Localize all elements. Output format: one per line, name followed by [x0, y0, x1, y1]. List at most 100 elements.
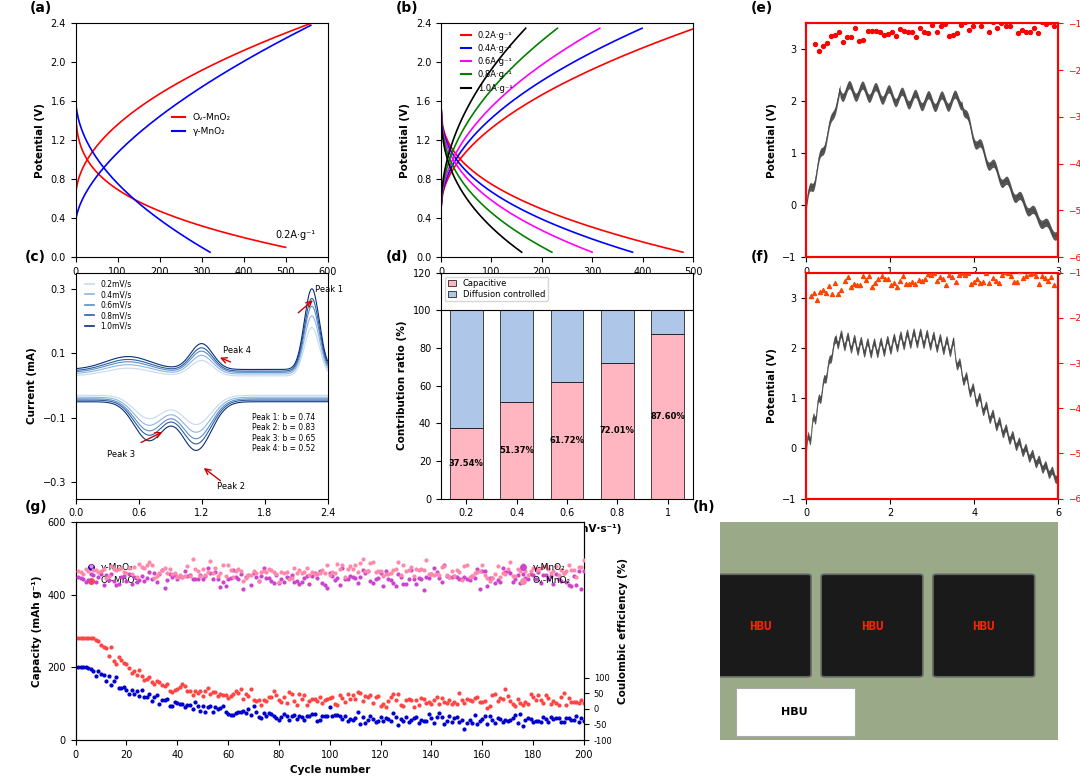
Oᵥ-MnO₂ [553, 563, 570, 576]
γ-MnO₂ [159, 693, 176, 706]
γ-MnO₂ [476, 565, 494, 577]
Oᵥ-MnO₂ [324, 566, 341, 578]
Bar [551, 382, 583, 499]
Oᵥ-MnO₂ [364, 555, 381, 568]
Bar [600, 363, 634, 499]
γ-MnO₂ [238, 707, 255, 720]
Oᵥ-MnO₂ [364, 697, 381, 710]
Oᵥ-MnO₂ [403, 694, 420, 707]
γ-MnO₂ [328, 572, 346, 584]
Point [1022, 26, 1039, 38]
γ-MnO₂ [197, 569, 214, 582]
Oᵥ-MnO₂ [527, 694, 544, 707]
Oᵥ-MnO₂ [362, 689, 379, 701]
Oᵥ-MnO₂ [377, 701, 394, 714]
Oᵥ-MnO₂ [491, 692, 509, 704]
γ-MnO₂ [199, 700, 216, 713]
Point [937, 278, 955, 291]
Oᵥ-MnO₂ [100, 570, 118, 583]
Oᵥ-MnO₂ [103, 560, 120, 573]
Point [888, 280, 905, 293]
Oᵥ-MnO₂ [131, 664, 148, 677]
γ-MnO₂ [484, 572, 501, 584]
γ-MnO₂ [301, 578, 319, 590]
γ-MnO₂ [97, 675, 114, 688]
γ-MnO₂ [168, 573, 186, 586]
Point [997, 19, 1014, 32]
γ-MnO₂ [120, 688, 137, 700]
Oᵥ-MnO₂ [484, 572, 501, 584]
Oᵥ-MnO₂ [202, 688, 219, 700]
Oᵥ-MnO₂ [532, 562, 550, 574]
γ-MnO₂ [116, 569, 133, 582]
Point [934, 273, 951, 286]
γ-MnO₂ [497, 566, 514, 579]
Oᵥ-MnO₂ [181, 684, 199, 696]
Point [981, 277, 998, 289]
Oᵥ-MnO₂ [270, 694, 287, 707]
Oᵥ-MnO₂ [469, 566, 486, 579]
γ-MnO₂ [525, 569, 542, 582]
γ-MnO₂ [163, 571, 180, 583]
Oᵥ-MnO₂ [494, 567, 511, 580]
Point [897, 277, 915, 290]
γ-MnO₂ [362, 575, 379, 587]
γ-MnO₂ [431, 572, 448, 584]
γ-MnO₂ [557, 711, 575, 724]
γ-MnO₂ [450, 573, 468, 586]
Oᵥ-MnO₂ [140, 671, 158, 683]
γ-MnO₂ [392, 713, 409, 725]
γ-MnO₂ [77, 661, 94, 674]
Point [848, 278, 865, 291]
Oᵥ-MnO₂ [127, 571, 145, 583]
Oᵥ-MnO₂ [540, 692, 557, 704]
γ-MnO₂ [151, 698, 168, 710]
Oᵥ-MnO₂ [529, 564, 546, 576]
Oᵥ-MnO₂ [184, 553, 201, 566]
Point [859, 25, 876, 37]
Oᵥ-MnO₂ [332, 689, 349, 701]
Oᵥ-MnO₂ [456, 696, 473, 709]
γ-MnO₂ [377, 712, 394, 724]
γ-MnO₂ [249, 574, 267, 587]
Oᵥ-MnO₂ [191, 570, 208, 583]
Oᵥ-MnO₂ [336, 696, 353, 709]
Oᵥ-MnO₂ [544, 565, 562, 577]
γ-MnO₂ [415, 583, 432, 596]
Oᵥ-MnO₂ [354, 552, 372, 565]
γ-MnO₂ [80, 662, 97, 675]
Oᵥ-MnO₂ [532, 693, 550, 706]
Oᵥ-MnO₂ [249, 693, 267, 706]
γ-MnO₂ [441, 570, 458, 583]
γ-MnO₂ [568, 710, 585, 722]
Oᵥ-MnO₂ [202, 555, 219, 567]
γ-MnO₂ [326, 573, 343, 586]
γ-MnO₂ [156, 582, 173, 594]
γ-MnO₂ [458, 573, 475, 585]
γ-MnO₂ [321, 700, 338, 713]
Oᵥ-MnO₂ [144, 559, 161, 571]
Oᵥ-MnO₂ [298, 699, 315, 711]
Point [904, 275, 921, 287]
γ-MnO₂ [484, 714, 501, 726]
Oᵥ-MnO₂ [118, 658, 135, 671]
γ-MnO₂ [553, 574, 570, 587]
Oᵥ-MnO₂ [125, 561, 143, 573]
Oᵥ-MnO₂ [123, 667, 140, 679]
γ-MnO₂ [298, 710, 315, 722]
Oᵥ-MnO₂ [431, 697, 448, 710]
Oᵥ-MnO₂ [341, 693, 359, 706]
γ-MnO₂ [576, 714, 593, 727]
γ-MnO₂ [529, 715, 546, 728]
Point [1013, 23, 1030, 36]
Point [895, 25, 913, 37]
γ-MnO₂ [532, 576, 550, 589]
Point [891, 23, 908, 35]
Point [964, 20, 982, 33]
γ-MnO₂ [234, 583, 252, 595]
γ-MnO₂ [375, 715, 392, 728]
γ-MnO₂ [403, 714, 420, 726]
Oᵥ-MnO₂ [548, 560, 565, 573]
γ-MnO₂ [275, 576, 293, 588]
Oᵥ-MnO₂ [392, 699, 409, 711]
